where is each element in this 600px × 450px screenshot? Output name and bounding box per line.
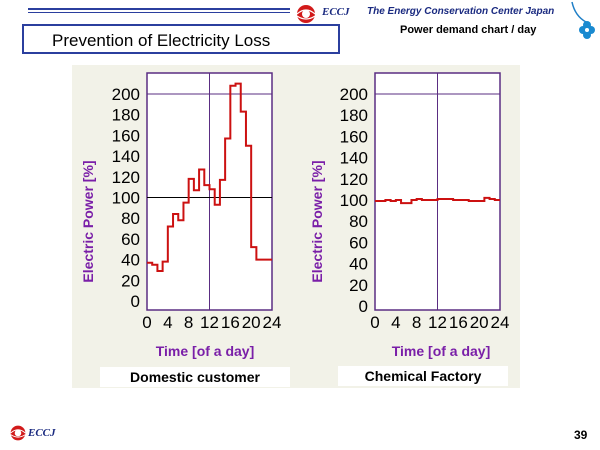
y-axis-title: Electric Power [%] — [309, 160, 325, 282]
y-tick-label: 0 — [131, 292, 140, 311]
y-tick-label: 200 — [340, 85, 368, 104]
x-tick-label: 0 — [142, 313, 151, 332]
y-tick-label: 180 — [112, 106, 140, 125]
y-tick-label: 60 — [121, 230, 140, 249]
header-rule-top — [28, 8, 290, 10]
slide-title: Prevention of Electricity Loss — [22, 24, 340, 54]
chart-caption-factory: Chemical Factory — [338, 366, 508, 386]
x-axis-title: Time [of a day] — [156, 343, 255, 359]
x-tick-label: 8 — [412, 313, 421, 332]
y-tick-label: 20 — [121, 271, 140, 290]
x-tick-label: 12 — [428, 313, 447, 332]
y-tick-label: 140 — [340, 149, 368, 168]
x-tick-label: 0 — [370, 313, 379, 332]
x-tick-label: 8 — [184, 313, 193, 332]
y-tick-label: 100 — [340, 191, 368, 210]
page-number: 39 — [574, 428, 588, 442]
series-line-0 — [147, 82, 272, 272]
x-tick-label: 12 — [200, 313, 219, 332]
y-tick-label: 60 — [349, 233, 368, 252]
x-tick-label: 16 — [221, 313, 240, 332]
x-tick-label: 16 — [449, 313, 468, 332]
y-tick-label: 80 — [349, 212, 368, 231]
y-tick-label: 40 — [349, 255, 368, 274]
y-tick-label: 120 — [340, 170, 368, 189]
clover-logo-icon — [566, 0, 600, 49]
x-tick-label: 4 — [391, 313, 400, 332]
y-axis-title: Electric Power [%] — [80, 160, 96, 282]
y-tick-label: 100 — [112, 189, 140, 208]
logo-text: ECCJ — [322, 6, 350, 18]
x-tick-label: 20 — [470, 313, 489, 332]
y-tick-label: 200 — [112, 85, 140, 104]
chart-caption-domestic: Domestic customer — [100, 367, 290, 387]
x-tick-label: 4 — [163, 313, 172, 332]
y-tick-label: 180 — [340, 106, 368, 125]
x-tick-label: 24 — [491, 313, 510, 332]
footer-logo-text: ECCJ — [28, 427, 56, 439]
eccj-logo-icon — [294, 3, 318, 30]
slide-subtitle: Power demand chart / day — [400, 24, 537, 36]
y-tick-label: 80 — [121, 209, 140, 228]
y-tick-label: 20 — [349, 276, 368, 295]
y-tick-label: 140 — [112, 147, 140, 166]
x-tick-label: 24 — [263, 313, 282, 332]
eccj-footer-logo-icon — [8, 424, 28, 447]
y-tick-label: 160 — [340, 127, 368, 146]
organization-name: The Energy Conservation Center Japan — [367, 6, 555, 17]
x-axis-title: Time [of a day] — [392, 343, 491, 359]
series-line-1 — [375, 196, 500, 205]
header-rule-bottom — [28, 12, 290, 13]
y-tick-label: 160 — [112, 126, 140, 145]
y-tick-label: 0 — [359, 297, 368, 316]
y-tick-label: 120 — [112, 168, 140, 187]
y-tick-label: 40 — [121, 251, 140, 270]
x-tick-label: 20 — [242, 313, 261, 332]
